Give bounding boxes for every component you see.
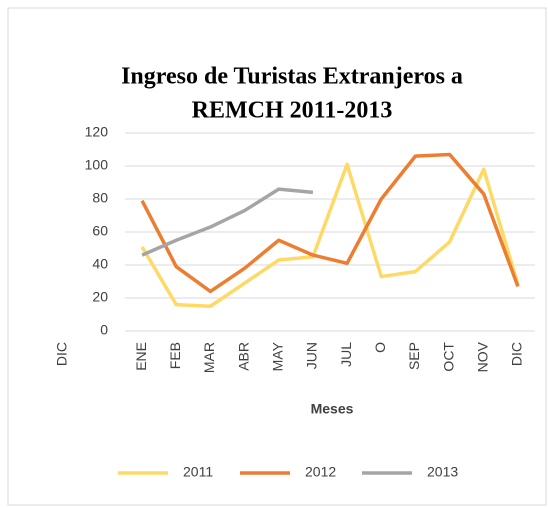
legend-label: 2013 xyxy=(427,464,458,480)
x-tick-label: DIC xyxy=(509,342,525,366)
y-tick-label: 100 xyxy=(85,157,109,173)
x-axis-title: Meses xyxy=(311,401,354,417)
y-tick-label: 120 xyxy=(85,124,109,140)
stray-label: DIC xyxy=(54,342,70,366)
x-tick-label: ENE xyxy=(133,342,149,371)
x-tick-label: OCT xyxy=(440,342,456,372)
y-tick-label: 60 xyxy=(92,223,108,239)
y-tick-label: 40 xyxy=(92,256,108,272)
x-tick-label: MAY xyxy=(269,341,285,371)
legend-label: 2012 xyxy=(305,464,336,480)
x-tick-label: NOV xyxy=(474,341,490,372)
y-tick-label: 0 xyxy=(100,322,108,338)
chart-title: Ingreso de Turistas Extranjeros a xyxy=(121,64,463,90)
y-tick-label: 20 xyxy=(92,289,108,305)
x-tick-label: MAR xyxy=(201,342,217,373)
x-tick-label: JUN xyxy=(304,342,320,369)
x-tick-label: JUL xyxy=(338,342,354,367)
series-line xyxy=(140,152,520,294)
legend-label: 2011 xyxy=(183,464,213,480)
x-tick-label: ABR xyxy=(235,342,251,371)
y-tick-label: 80 xyxy=(92,190,108,206)
x-tick-label: O xyxy=(372,342,388,353)
series-line xyxy=(140,162,520,308)
chart-title: REMCH 2011-2013 xyxy=(192,98,393,124)
x-tick-label: FEB xyxy=(167,342,183,369)
x-tick-label: SEP xyxy=(406,342,422,370)
chart-frame xyxy=(7,7,547,506)
series-line xyxy=(141,187,314,257)
